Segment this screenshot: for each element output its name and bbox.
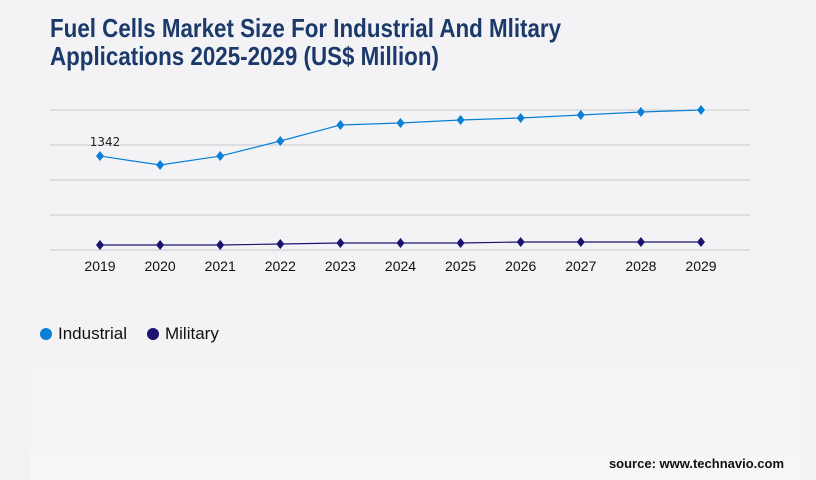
- legend: Industrial Military: [40, 324, 219, 344]
- data-point: [456, 115, 465, 126]
- data-point: [336, 119, 345, 130]
- x-tick-label: 2023: [325, 258, 356, 274]
- industrial-marker-icon: [40, 328, 52, 340]
- x-tick-label: 2027: [565, 258, 596, 274]
- lower-panel: [30, 350, 800, 480]
- data-label: 1342: [90, 135, 121, 149]
- x-tick-label: 2020: [145, 258, 176, 274]
- data-point: [276, 238, 285, 249]
- data-point: [156, 240, 165, 251]
- x-tick-label: 2019: [84, 258, 115, 274]
- data-point: [216, 151, 225, 162]
- legend-item-military[interactable]: Military: [146, 324, 219, 344]
- data-point: [697, 105, 705, 115]
- chart-title: Fuel Cells Market Size For Industrial An…: [50, 14, 618, 70]
- data-point: [156, 160, 165, 171]
- data-point: [636, 237, 645, 248]
- x-tick-label: 2028: [625, 258, 656, 274]
- data-point: [216, 240, 225, 251]
- legend-item-industrial[interactable]: Industrial: [40, 324, 127, 344]
- data-point: [697, 237, 705, 248]
- military-marker-icon: [146, 328, 159, 340]
- data-point: [636, 107, 645, 118]
- data-point: [96, 240, 104, 251]
- data-point: [576, 109, 585, 120]
- data-point: [276, 136, 285, 147]
- data-point: [516, 112, 525, 123]
- data-point: [456, 238, 465, 248]
- data-point: [336, 238, 345, 248]
- legend-label: Industrial: [58, 324, 127, 343]
- x-tick-label: 2024: [385, 258, 416, 274]
- x-tick-label: 2026: [505, 258, 536, 274]
- legend-label: Military: [164, 324, 219, 343]
- x-tick-label: 2022: [265, 258, 296, 274]
- title-line-2: Applications 2025-2029 (US$ Million): [50, 41, 439, 71]
- data-point: [516, 237, 525, 248]
- x-tick-label: 2025: [445, 258, 476, 274]
- data-point: [396, 118, 405, 129]
- data-point: [576, 237, 585, 248]
- x-tick-label: 2029: [685, 258, 716, 274]
- data-point: [96, 151, 104, 162]
- data-point: [396, 238, 405, 248]
- line-chart: 2019 2020 2021 2022 2023 2024 2025 2026 2027 2028…: [50, 105, 750, 274]
- x-tick-label: 2021: [205, 258, 236, 274]
- title-line-1: Fuel Cells Market Size For Industrial An…: [50, 13, 562, 43]
- source-text: source: www.technavio.com: [608, 456, 784, 471]
